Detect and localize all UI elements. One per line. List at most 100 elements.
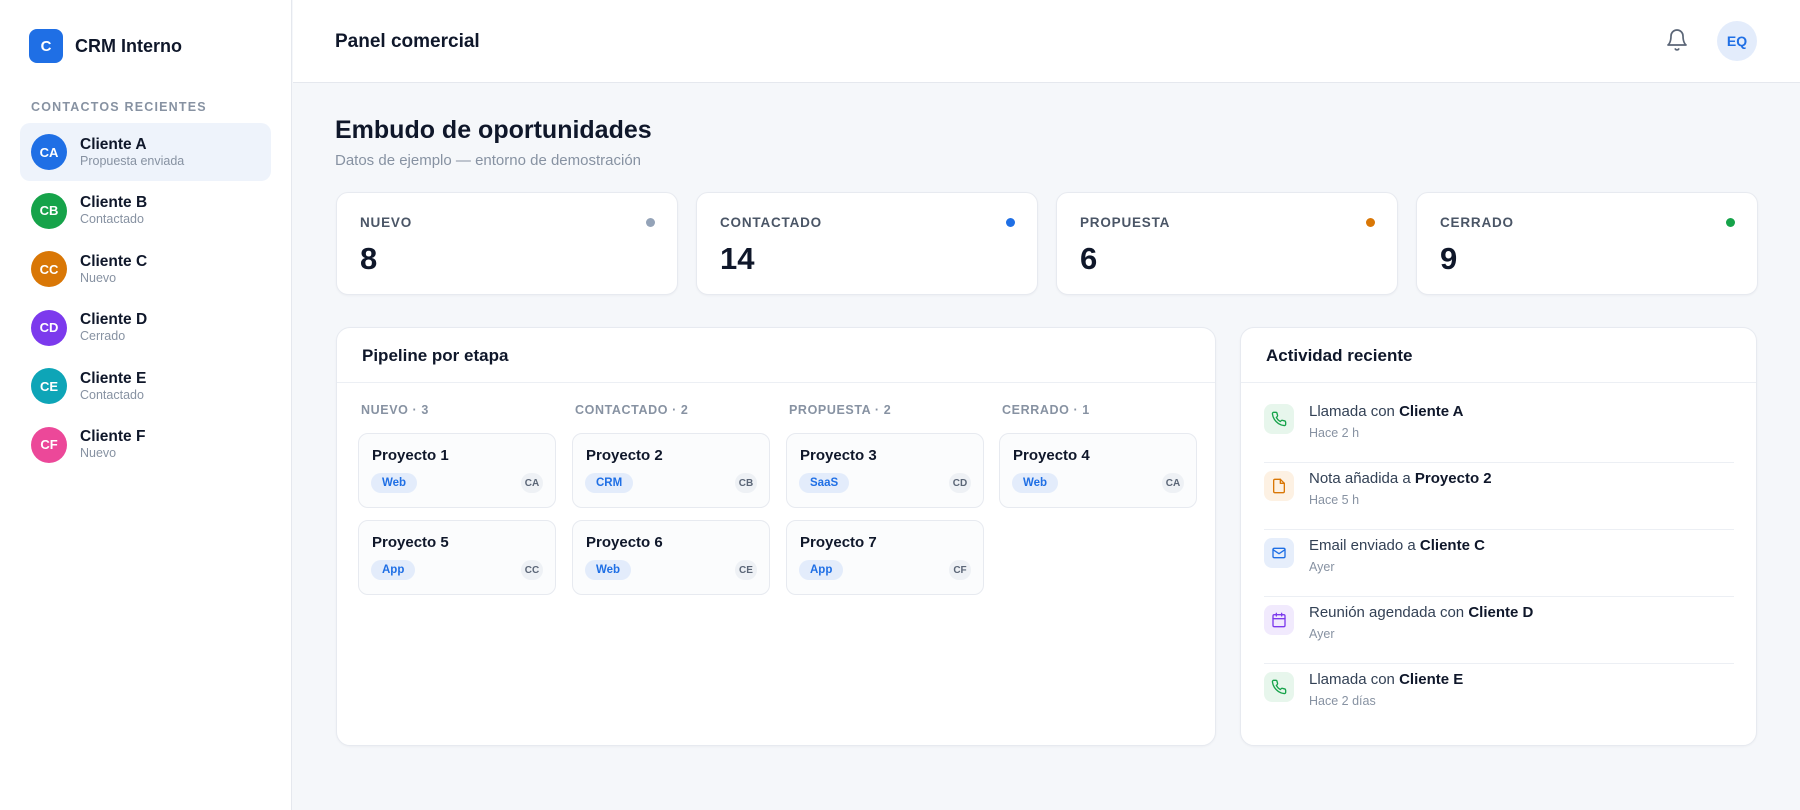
status-dot [646,218,655,227]
panel-header: Actividad reciente [1241,328,1756,383]
activity-item[interactable]: Nota añadida a Proyecto 2 Hace 5 h [1264,463,1734,530]
stat-label: NUEVO [360,215,413,230]
avatar: CD [31,309,67,346]
pipeline-card[interactable]: Proyecto 3 SaaS CD [786,433,984,508]
document-icon [1264,471,1294,501]
contact-item[interactable]: CE Cliente E Contactado [20,357,271,415]
activity-item[interactable]: Llamada con Cliente E Hace 2 días [1264,664,1734,731]
activity-item[interactable]: Reunión agendada con Cliente D Ayer [1264,597,1734,664]
avatar: CE [31,368,67,405]
contact-name: Cliente A [80,135,147,153]
contact-status: Nuevo [80,270,117,285]
activity-text: Reunión agendada con Cliente D [1309,604,1534,621]
avatar: CC [31,251,67,288]
activity-time: Hace 5 h [1309,493,1360,507]
column-heading: NUEVO · 3 [361,403,429,417]
avatar: CB [31,192,67,229]
card-title: Proyecto 4 [1013,447,1090,464]
contact-name: Cliente C [80,252,148,270]
activity-time: Hace 2 h [1309,426,1360,440]
brand-name: CRM Interno [75,35,182,56]
brand[interactable]: C CRM Interno [29,29,182,63]
top-header: Panel comercial EQ [293,0,1800,83]
avatar: CA [31,134,67,170]
card-tag: App [371,560,416,580]
mail-icon [1264,538,1294,568]
pipeline-card[interactable]: Proyecto 7 App CF [786,520,984,595]
column-heading: PROPUESTA · 2 [789,403,892,417]
card-title: Proyecto 5 [372,534,449,551]
activity-text: Nota añadida a Proyecto 2 [1309,470,1492,487]
card-tag: CRM [585,473,634,493]
contact-status: Contactado [80,212,144,227]
pipeline-card[interactable]: Proyecto 6 Web CE [572,520,770,595]
phone-icon [1264,672,1294,702]
stat-value: 6 [1080,241,1098,276]
card-title: Proyecto 6 [586,534,663,551]
contact-name: Cliente E [80,369,147,387]
card-tag: SaaS [799,473,850,493]
section-title-recent-contacts: CONTACTOS RECIENTES [31,100,207,114]
phone-icon [1264,404,1294,434]
pipeline-card[interactable]: Proyecto 2 CRM CB [572,433,770,508]
status-dot [1366,218,1375,227]
avatar: CF [31,426,67,463]
card-owner: CA [1162,473,1184,493]
contact-item[interactable]: CB Cliente B Contactado [20,182,271,240]
stat-label: CONTACTADO [720,215,822,230]
pipeline-column-cerrado: CERRADO · 1 Proyecto 4 Web CA [999,403,1197,508]
contact-status: Contactado [80,387,144,402]
status-dot [1006,218,1015,227]
stat-card-contactado: CONTACTADO 14 [696,192,1038,295]
activity-item[interactable]: Llamada con Cliente A Hace 2 h [1264,396,1734,463]
brand-logo: C [29,29,63,63]
bell-icon[interactable] [1665,28,1689,52]
card-owner: CF [949,560,971,580]
activity-list: Llamada con Cliente A Hace 2 h Nota añad… [1264,396,1734,731]
card-title: Proyecto 1 [372,447,449,464]
pipeline-card[interactable]: Proyecto 1 Web CA [358,433,556,508]
contact-item[interactable]: CA Cliente A Propuesta enviada [20,123,271,181]
stat-label: PROPUESTA [1080,215,1171,230]
stat-card-nuevo: NUEVO 8 [336,192,678,295]
activity-target: Proyecto 2 [1414,470,1492,487]
contact-item[interactable]: CD Cliente D Cerrado [20,299,271,357]
pipeline-card[interactable]: Proyecto 5 App CC [358,520,556,595]
card-tag: App [799,560,844,580]
card-title: Proyecto 2 [586,447,663,464]
card-owner: CE [735,560,757,580]
activity-item[interactable]: Email enviado a Cliente C Ayer [1264,530,1734,597]
activity-text: Llamada con Cliente E [1309,671,1464,688]
card-title: Proyecto 3 [800,447,877,464]
stat-label: CERRADO [1440,215,1514,230]
column-heading: CERRADO · 1 [1002,403,1090,417]
main-title: Embudo de oportunidades [335,116,652,144]
contact-status: Nuevo [80,446,117,461]
column-heading: CONTACTADO · 2 [575,403,689,417]
contact-status: Propuesta enviada [80,153,185,168]
stat-value: 9 [1440,241,1458,276]
activity-target: Cliente E [1399,671,1464,688]
card-tag: Web [1012,473,1059,493]
panel-title: Actividad reciente [1266,346,1413,365]
pipeline-column-propuesta: PROPUESTA · 2 Proyecto 3 SaaS CD Proyect… [786,403,984,595]
activity-text: Email enviado a Cliente C [1309,537,1485,554]
status-dot [1726,218,1735,227]
card-owner: CD [949,473,971,493]
stat-value: 8 [360,241,378,276]
activity-target: Cliente A [1399,403,1464,420]
pipeline-column-contactado: CONTACTADO · 2 Proyecto 2 CRM CB Proyect… [572,403,770,595]
activity-time: Ayer [1309,627,1335,641]
card-owner: CB [735,473,757,493]
contact-name: Cliente B [80,194,148,212]
contact-item[interactable]: CC Cliente C Nuevo [20,240,271,298]
user-avatar[interactable]: EQ [1717,21,1757,61]
pipeline-card[interactable]: Proyecto 4 Web CA [999,433,1197,508]
contact-list: CA Cliente A Propuesta enviada CB Cliente… [20,123,271,475]
panel-header: Pipeline por etapa [337,328,1215,383]
activity-text: Llamada con Cliente A [1309,403,1464,420]
pipeline-panel: Pipeline por etapa NUEVO · 3 Proyecto 1 … [336,327,1216,746]
contact-item[interactable]: CF Cliente F Nuevo [20,416,271,474]
activity-panel: Actividad reciente Llamada con Cliente A… [1240,327,1757,746]
contact-name: Cliente F [80,428,146,446]
